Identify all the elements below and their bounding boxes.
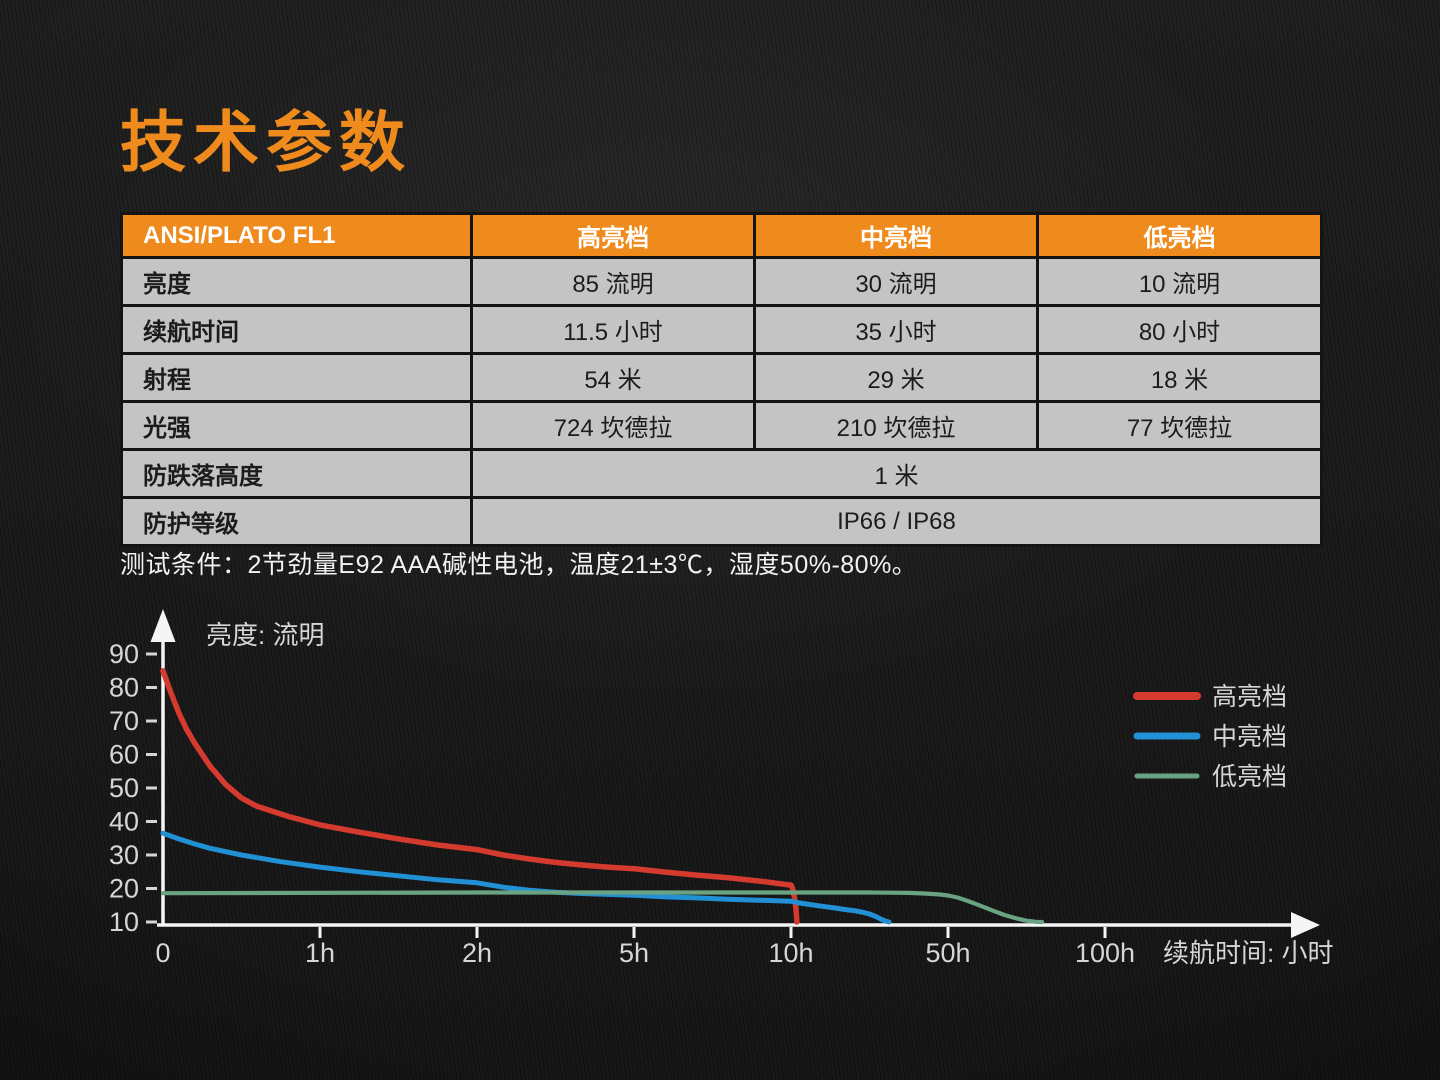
value-cell: 85 流明 [470, 256, 756, 307]
legend-label-high: 高亮档 [1212, 683, 1287, 711]
series-line-mid [160, 830, 892, 925]
x-tick-label: 50h [925, 938, 970, 968]
row-label-cell: 射程 [120, 352, 473, 403]
row-label-cell: 光强 [120, 400, 473, 451]
x-tick-label: 5h [619, 938, 649, 968]
value-cell-merged: IP66 / IP68 [470, 496, 1323, 547]
y-tick-label: 20 [109, 874, 139, 904]
table-row-impact-resistance: 防跌落高度 1 米 [120, 448, 1323, 499]
table-row-brightness: 亮度 85 流明 30 流明 10 流明 [120, 256, 1323, 307]
table-row-beam-distance: 射程 54 米 29 米 18 米 [120, 352, 1323, 403]
series-line-low [160, 890, 1045, 925]
value-cell: 35 小时 [753, 304, 1039, 355]
row-label-cell: 续航时间 [120, 304, 473, 355]
x-tick-label: 1h [305, 938, 335, 968]
y-tick-label: 90 [109, 639, 139, 669]
table-row-intensity: 光强 724 坎德拉 210 坎德拉 77 坎德拉 [120, 400, 1323, 451]
value-cell: 724 坎德拉 [470, 400, 756, 451]
value-cell: 54 米 [470, 352, 756, 403]
y-axis-arrow-icon [150, 609, 176, 642]
table-row-protection-rating: 防护等级 IP66 / IP68 [120, 496, 1323, 547]
y-tick-label: 60 [109, 740, 139, 770]
y-tick-label: 50 [109, 773, 139, 803]
value-cell: 29 米 [753, 352, 1039, 403]
x-tick-label: 100h [1075, 938, 1135, 968]
legend-label-mid: 中亮档 [1212, 723, 1287, 751]
x-tick-label: 2h [462, 938, 492, 968]
table-header-row: ANSI/PLATO FL1 高亮档 中亮档 低亮档 [120, 212, 1323, 259]
table-row-runtime: 续航时间 11.5 小时 35 小时 80 小时 [120, 304, 1323, 355]
x-tick-label: 10h [768, 938, 813, 968]
value-cell-merged: 1 米 [470, 448, 1323, 499]
page-title: 技术参数 [120, 105, 412, 179]
test-conditions-text: 测试条件：2节劲量E92 AAA碱性电池，温度21±3℃，湿度50%-80%。 [120, 551, 918, 579]
header-cell-low: 低亮档 [1036, 212, 1323, 259]
value-cell: 30 流明 [753, 256, 1039, 307]
y-tick-label: 30 [109, 840, 139, 870]
series-line-high [160, 668, 800, 925]
row-label-cell: 亮度 [120, 256, 473, 307]
y-tick-label: 40 [109, 807, 139, 837]
value-cell: 18 米 [1036, 352, 1323, 403]
header-cell-standard: ANSI/PLATO FL1 [120, 212, 473, 259]
y-axis-title: 亮度: 流明 [206, 620, 324, 650]
header-cell-mid: 中亮档 [753, 212, 1039, 259]
x-axis-arrow-icon [1291, 912, 1320, 938]
row-label-cell: 防护等级 [120, 496, 473, 547]
spec-table: ANSI/PLATO FL1 高亮档 中亮档 低亮档 亮度 85 流明 30 流… [120, 212, 1323, 547]
y-tick-label: 80 [109, 673, 139, 703]
legend-label-low: 低亮档 [1212, 763, 1287, 791]
value-cell: 77 坎德拉 [1036, 400, 1323, 451]
header-cell-high: 高亮档 [470, 212, 756, 259]
row-label-cell: 防跌落高度 [120, 448, 473, 499]
value-cell: 80 小时 [1036, 304, 1323, 355]
y-tick-label: 10 [109, 907, 139, 937]
x-axis-title: 续航时间: 小时 [1163, 938, 1333, 968]
x-tick-label: 0 [155, 938, 170, 968]
value-cell: 10 流明 [1036, 256, 1323, 307]
value-cell: 210 坎德拉 [753, 400, 1039, 451]
y-tick-label: 70 [109, 706, 139, 736]
value-cell: 11.5 小时 [470, 304, 756, 355]
